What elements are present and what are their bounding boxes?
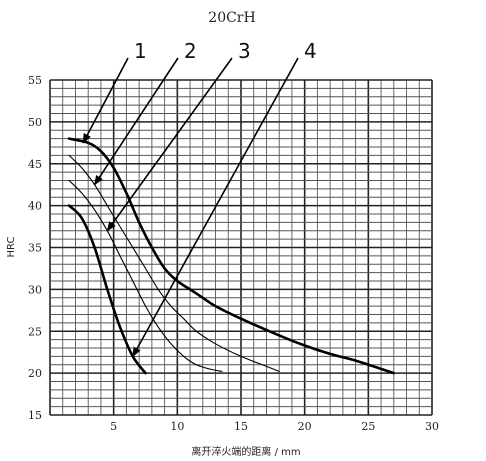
x-tick-label: 30 [425, 420, 439, 433]
callout-label-1: 1 [134, 39, 147, 63]
series-lines [67, 137, 396, 375]
x-axis-label: 离开淬火端的距离 / mm [191, 445, 300, 458]
y-tick-label: 15 [28, 409, 42, 422]
series-line-3 [68, 179, 223, 372]
x-tick-label: 5 [110, 420, 117, 433]
y-tick-label: 35 [28, 242, 42, 255]
y-tick-label: 55 [28, 74, 42, 87]
y-tick-label: 25 [28, 325, 42, 338]
y-axis-label: HRC [6, 237, 17, 258]
x-tick-labels: 5 10 15 20 25 30 [110, 420, 439, 433]
x-tick-label: 10 [170, 420, 184, 433]
callout-arrow-3 [106, 57, 233, 232]
y-tick-label: 20 [28, 367, 42, 380]
x-tick-label: 15 [234, 420, 248, 433]
callout-label-3: 3 [238, 39, 251, 63]
callout-arrow-4 [132, 57, 299, 358]
series-line-1 [67, 137, 396, 375]
callout-label-4: 4 [304, 39, 317, 63]
y-tick-labels: 15 20 25 30 35 40 45 50 55 [28, 74, 42, 422]
callout-arrow-1 [82, 57, 129, 144]
y-tick-label: 40 [28, 200, 42, 213]
callout-labels: 1 2 3 4 [82, 39, 317, 358]
series-line-2 [68, 154, 280, 372]
callout-arrow-2 [93, 57, 179, 186]
chart-title: 20CrH [208, 10, 255, 26]
y-tick-label: 30 [28, 283, 42, 296]
y-tick-label: 45 [28, 158, 42, 171]
grid [49, 79, 433, 416]
x-tick-label: 20 [298, 420, 312, 433]
y-tick-label: 50 [28, 116, 42, 129]
x-tick-label: 25 [361, 420, 375, 433]
callout-label-2: 2 [184, 39, 197, 63]
